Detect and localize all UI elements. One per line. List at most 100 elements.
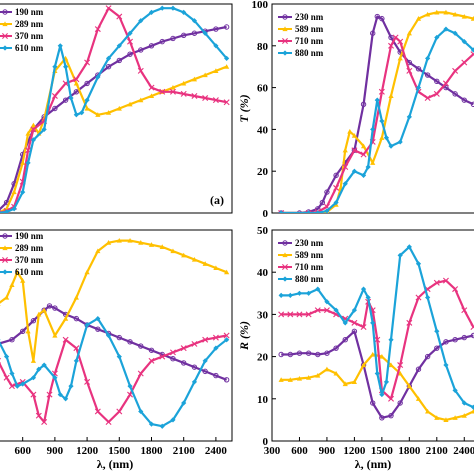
series-line [0, 25, 227, 211]
data-point [360, 101, 367, 108]
data-point [159, 423, 165, 429]
data-point [202, 30, 208, 36]
data-point [461, 13, 467, 19]
legend-marker [282, 50, 288, 56]
data-point [116, 408, 123, 415]
data-point [425, 55, 431, 61]
legend-entry: 230 nm [295, 238, 324, 248]
data-point [94, 26, 101, 33]
legend-entry: 370 nm [15, 255, 44, 265]
data-point [388, 362, 394, 368]
series-line [281, 11, 474, 213]
data-point [296, 311, 303, 318]
data-point [224, 337, 230, 343]
data-point [127, 51, 133, 57]
series-line [0, 239, 228, 362]
data-point [278, 210, 284, 213]
data-point [374, 370, 380, 377]
legend-marker [2, 9, 8, 15]
data-point [52, 332, 58, 338]
data-point [296, 350, 303, 356]
series-610-nm [0, 5, 230, 213]
data-point [342, 337, 348, 343]
data-point [191, 340, 198, 347]
data-point [333, 172, 339, 179]
data-point [360, 286, 367, 292]
legend-entry: 230 nm [295, 12, 324, 22]
legend-marker [282, 252, 288, 258]
legend-entry: 190 nm [15, 231, 44, 241]
data-point [342, 181, 348, 187]
data-point [223, 24, 230, 30]
data-point [95, 316, 101, 322]
legend-marker [2, 245, 8, 251]
legend-entry: 880 nm [295, 274, 324, 284]
data-point [95, 112, 101, 117]
data-point [442, 277, 449, 284]
data-point [406, 244, 412, 250]
data-point [223, 332, 230, 339]
data-point [0, 339, 1, 341]
data-point [94, 408, 101, 415]
data-point [148, 421, 155, 427]
data-point [138, 47, 144, 53]
data-point [351, 328, 358, 334]
data-point [9, 370, 15, 377]
data-point [36, 366, 42, 372]
data-point [212, 97, 219, 104]
legend-marker [282, 26, 288, 32]
data-point [127, 101, 133, 107]
data-point [52, 105, 58, 112]
data-point [224, 269, 230, 275]
data-point [397, 252, 403, 258]
data-point [68, 383, 74, 389]
data-point [315, 286, 321, 292]
data-point [434, 78, 440, 85]
legend: 190 nm 289 nm 370 nm 610 nm [0, 231, 44, 277]
data-point [46, 391, 53, 398]
data-point [170, 35, 176, 42]
data-point [30, 126, 37, 133]
data-point [470, 16, 474, 21]
data-point [461, 59, 468, 66]
data-point [360, 324, 367, 331]
data-point [148, 84, 155, 91]
data-point [365, 164, 371, 170]
data-point [191, 256, 198, 262]
data-point [424, 95, 431, 102]
legend: 190 nm 289 nm 370 nm 610 nm [0, 7, 44, 53]
data-point [342, 320, 348, 326]
data-point [73, 80, 79, 86]
data-point [84, 322, 90, 328]
data-point [315, 351, 321, 358]
data-point [342, 164, 349, 171]
series-610-nm [0, 316, 230, 429]
y-tick-label: 40 [257, 267, 269, 279]
data-point [406, 319, 413, 326]
data-point [415, 66, 422, 72]
data-point [52, 375, 58, 381]
data-point [397, 362, 404, 369]
data-point [213, 43, 219, 49]
series-289-nm [0, 237, 230, 363]
data-point [287, 377, 293, 382]
data-point [333, 370, 339, 376]
data-point [11, 189, 17, 195]
data-point [20, 278, 26, 283]
x-tick-label: 600 [291, 445, 308, 457]
data-point [202, 336, 209, 343]
data-point [95, 74, 101, 80]
series-line [281, 353, 474, 421]
data-point [379, 391, 385, 398]
data-point [191, 18, 198, 24]
x-tick-label: 900 [319, 445, 336, 457]
y-tick-label: 80 [257, 41, 269, 53]
x-tick-label: 300 [264, 445, 281, 457]
data-point [306, 375, 312, 380]
data-point [41, 419, 48, 425]
data-point [397, 38, 404, 45]
data-point [191, 76, 198, 82]
data-point [116, 334, 122, 341]
x-tick-label: 1800 [140, 445, 163, 457]
data-point [351, 379, 357, 384]
